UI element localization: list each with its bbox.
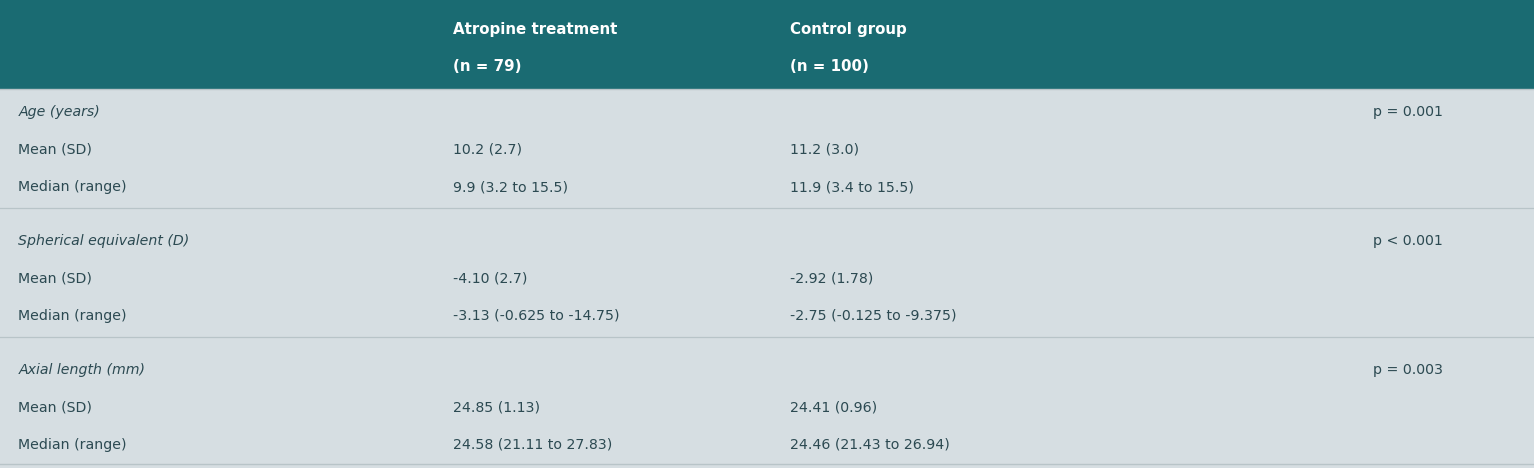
- Text: p = 0.003: p = 0.003: [1373, 363, 1443, 377]
- Text: 24.41 (0.96): 24.41 (0.96): [790, 401, 877, 415]
- Text: 11.2 (3.0): 11.2 (3.0): [790, 143, 859, 157]
- Text: 10.2 (2.7): 10.2 (2.7): [453, 143, 522, 157]
- Text: Age (years): Age (years): [18, 105, 100, 119]
- Text: Axial length (mm): Axial length (mm): [18, 363, 146, 377]
- Text: 9.9 (3.2 to 15.5): 9.9 (3.2 to 15.5): [453, 180, 568, 194]
- Text: 24.46 (21.43 to 26.94): 24.46 (21.43 to 26.94): [790, 438, 950, 452]
- Text: Mean (SD): Mean (SD): [18, 401, 92, 415]
- Text: Spherical equivalent (D): Spherical equivalent (D): [18, 234, 190, 249]
- Text: Control group: Control group: [790, 22, 907, 37]
- Text: 24.85 (1.13): 24.85 (1.13): [453, 401, 540, 415]
- Text: p = 0.001: p = 0.001: [1373, 105, 1443, 119]
- Text: Median (range): Median (range): [18, 438, 127, 452]
- Text: Mean (SD): Mean (SD): [18, 271, 92, 285]
- Text: Atropine treatment: Atropine treatment: [453, 22, 617, 37]
- Text: Median (range): Median (range): [18, 180, 127, 194]
- Text: (n = 100): (n = 100): [790, 59, 868, 74]
- Text: -2.92 (1.78): -2.92 (1.78): [790, 271, 873, 285]
- Text: 11.9 (3.4 to 15.5): 11.9 (3.4 to 15.5): [790, 180, 914, 194]
- Text: Median (range): Median (range): [18, 309, 127, 323]
- Text: -4.10 (2.7): -4.10 (2.7): [453, 271, 526, 285]
- Text: (n = 79): (n = 79): [453, 59, 522, 74]
- Text: -2.75 (-0.125 to -9.375): -2.75 (-0.125 to -9.375): [790, 309, 957, 323]
- Bar: [0, 89, 1534, 468]
- Text: Mean (SD): Mean (SD): [18, 143, 92, 157]
- Text: 24.58 (21.11 to 27.83): 24.58 (21.11 to 27.83): [453, 438, 612, 452]
- Text: p < 0.001: p < 0.001: [1373, 234, 1442, 249]
- Text: -3.13 (-0.625 to -14.75): -3.13 (-0.625 to -14.75): [453, 309, 620, 323]
- Bar: [0, 0, 1534, 89]
